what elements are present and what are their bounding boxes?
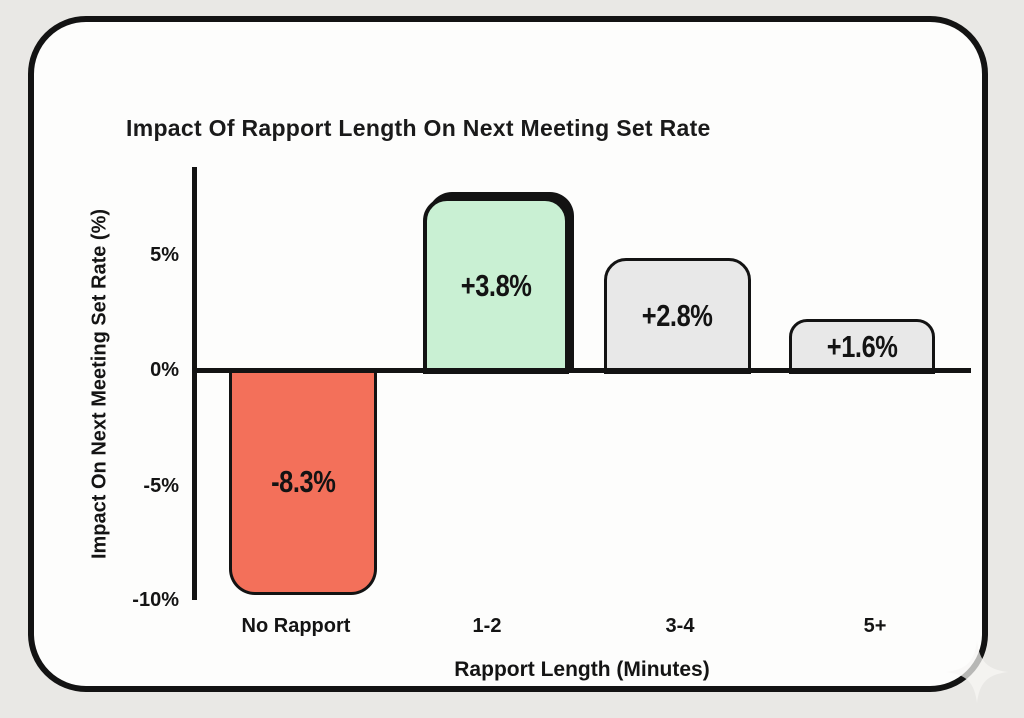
sparkle-watermark-icon xyxy=(946,641,1008,703)
x-axis-zero-line xyxy=(192,368,971,373)
bar-no-rapport: -8.3% xyxy=(229,371,377,595)
bar-value-label: +2.8% xyxy=(642,298,713,333)
bar-5-plus-minutes: +1.6% xyxy=(789,319,935,374)
bar-value-label: -8.3% xyxy=(270,463,336,499)
y-tick-5pct: 5% xyxy=(150,244,179,266)
bar-1-2-minutes: +3.8% xyxy=(423,197,569,374)
chart-card: Impact Of Rapport Length On Next Meeting… xyxy=(28,16,988,692)
x-tick-3-4: 3-4 xyxy=(665,615,695,637)
bar-3-4-minutes: +2.8% xyxy=(604,258,751,374)
x-tick-no-rapport: No Rapport xyxy=(241,615,351,637)
x-tick-5-plus: 5+ xyxy=(863,615,887,637)
y-axis-line xyxy=(192,167,197,600)
chart-title: Impact Of Rapport Length On Next Meeting… xyxy=(126,115,711,141)
x-tick-1-2: 1-2 xyxy=(472,615,502,637)
y-tick-neg10pct: -10% xyxy=(132,589,179,611)
bar-value-label: +1.6% xyxy=(826,328,898,364)
y-axis-title: Impact On Next Meeting Set Rate (%) xyxy=(88,208,111,560)
y-tick-neg5pct: -5% xyxy=(143,475,179,497)
y-tick-0pct: 0% xyxy=(150,359,179,381)
x-axis-title: Rapport Length (Minutes) xyxy=(454,658,710,681)
bar-value-label: +3.8% xyxy=(460,267,532,303)
